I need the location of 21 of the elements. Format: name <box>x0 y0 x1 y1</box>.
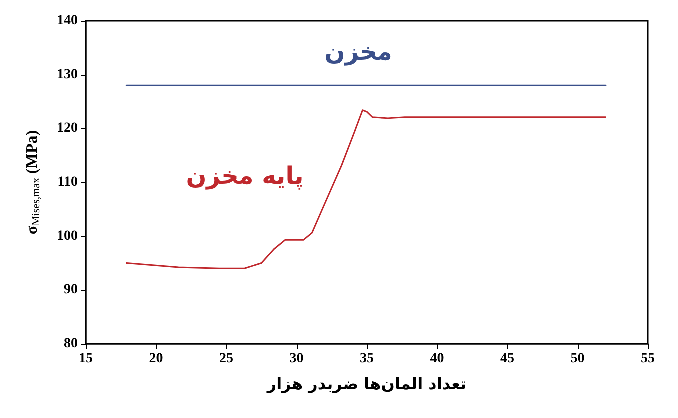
x-tick-label: 45 <box>500 352 514 366</box>
y-tick-label: 110 <box>58 175 78 190</box>
x-tick-label: 35 <box>360 352 374 366</box>
x-tick-label: 30 <box>290 352 304 366</box>
y-tick-label: 90 <box>64 282 78 298</box>
y-axis-title: σMises,max (MPa) <box>24 130 42 235</box>
series-label: مخزن <box>324 38 392 66</box>
line-series <box>126 110 607 270</box>
x-tick-label: 55 <box>641 352 655 366</box>
x-tick-label: 20 <box>149 352 164 366</box>
y-tick-label: 100 <box>57 228 78 244</box>
x-axis-title: تعداد المان‌ها ضربدر هزار <box>266 374 467 394</box>
x-tick-label: 15 <box>79 352 93 366</box>
series-label: پایه مخزن <box>186 162 304 190</box>
y-tick-label: 120 <box>57 121 78 136</box>
y-tick-label: 140 <box>57 14 78 28</box>
x-tick-label: 40 <box>430 352 444 366</box>
y-tick-label: 80 <box>64 336 78 352</box>
x-tick-label: 50 <box>570 352 585 366</box>
y-tick-label: 130 <box>57 67 78 82</box>
x-tick-label: 25 <box>220 352 234 366</box>
